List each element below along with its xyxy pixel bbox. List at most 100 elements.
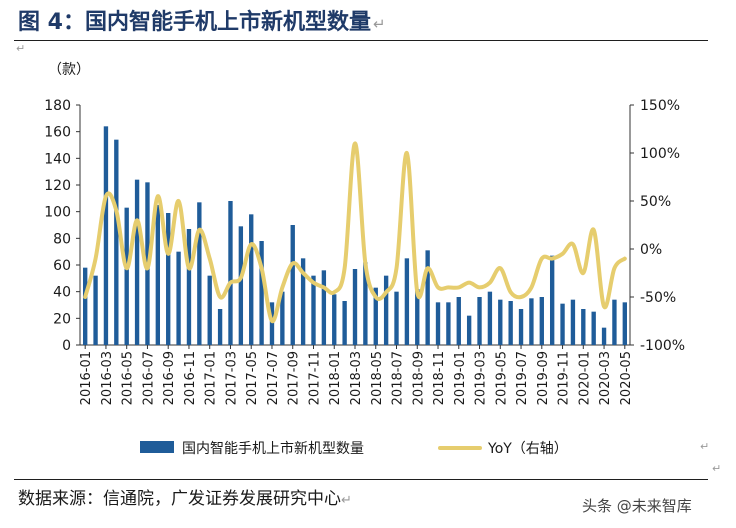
chart-legend: 国内智能手机上市新机型数量 YoY（右轴） bbox=[140, 440, 568, 457]
x-axis-tick-label: 2016-05 bbox=[121, 351, 136, 405]
bar bbox=[352, 269, 358, 345]
bar bbox=[269, 302, 275, 345]
paragraph-mark-icon: ↵ bbox=[341, 493, 352, 508]
bar bbox=[134, 179, 140, 345]
x-axis-tick-label: 2020-05 bbox=[619, 351, 634, 405]
x-axis-tick-label: 2016-03 bbox=[100, 351, 115, 405]
left-axis-tick-label: 100 bbox=[44, 205, 71, 221]
source-text: 数据来源：信通院，广发证券发展研究中心 bbox=[18, 489, 341, 509]
bar bbox=[549, 255, 555, 345]
x-axis-tick-label: 2016-09 bbox=[162, 351, 177, 405]
x-axis-tick-label: 2018-09 bbox=[411, 351, 426, 405]
bar bbox=[404, 258, 410, 345]
bar bbox=[415, 289, 420, 345]
bar bbox=[498, 299, 503, 345]
legend-bar-label: 国内智能手机上市新机型数量 bbox=[182, 440, 364, 457]
yoy-line bbox=[83, 141, 627, 324]
right-axis-tick-label: 0% bbox=[640, 242, 662, 258]
left-axis-tick-label: 120 bbox=[44, 178, 71, 194]
bar bbox=[290, 225, 295, 345]
x-axis-tick-label: 2018-01 bbox=[328, 351, 343, 405]
x-axis-tick-label: 2017-03 bbox=[224, 351, 239, 405]
left-axis-tick-label: 180 bbox=[44, 98, 71, 114]
x-axis-tick-label: 2017-11 bbox=[307, 351, 322, 405]
bar bbox=[435, 302, 441, 345]
bar bbox=[124, 207, 129, 345]
left-axis-tick-label: 40 bbox=[53, 285, 71, 301]
left-axis-tick-label: 20 bbox=[53, 311, 71, 327]
bar bbox=[228, 201, 233, 345]
left-axis-tick-label: 140 bbox=[44, 151, 71, 167]
right-axis-tick-label: -100% bbox=[640, 338, 685, 354]
left-axis-tick-label: 60 bbox=[53, 258, 71, 274]
x-axis-tick-label: 2020-01 bbox=[577, 351, 592, 405]
bar bbox=[394, 291, 399, 345]
bar bbox=[518, 309, 524, 345]
watermark: 头条 @未来智库 bbox=[582, 497, 692, 515]
bar bbox=[477, 297, 482, 345]
legend-line-label: YoY（右轴） bbox=[487, 441, 568, 457]
bar bbox=[622, 302, 627, 345]
bar bbox=[570, 299, 576, 345]
x-axis-tick-label: 2019-01 bbox=[453, 351, 468, 405]
x-axis-tick-label: 2019-07 bbox=[515, 351, 530, 405]
bar bbox=[487, 291, 493, 345]
x-axis-tick-label: 2019-05 bbox=[494, 351, 509, 405]
left-axis-tick-label: 80 bbox=[53, 231, 71, 247]
x-axis-tick-label: 2018-11 bbox=[432, 351, 447, 405]
bar bbox=[560, 303, 565, 345]
bar bbox=[103, 126, 109, 345]
right-axis-tick-label: -50% bbox=[640, 290, 676, 306]
left-axis-tick-label: 160 bbox=[44, 125, 71, 141]
bottom-rule bbox=[14, 479, 708, 480]
x-axis-tick-label: 2019-09 bbox=[536, 351, 551, 405]
bar bbox=[197, 202, 202, 345]
x-axis-tick-label: 2016-11 bbox=[183, 351, 198, 405]
bar bbox=[591, 311, 596, 345]
bar bbox=[529, 298, 534, 345]
bar bbox=[280, 291, 285, 345]
paragraph-mark-icon: ↵ bbox=[712, 462, 722, 475]
bar bbox=[259, 241, 264, 345]
x-axis-tick-label: 2018-03 bbox=[349, 351, 364, 405]
bar bbox=[114, 139, 119, 345]
left-axis-unit-label: （款） bbox=[48, 62, 90, 78]
bar bbox=[238, 226, 244, 345]
x-axis-tick-label: 2018-05 bbox=[370, 351, 385, 405]
bar bbox=[311, 275, 316, 345]
bar bbox=[539, 297, 544, 345]
x-axis-tick-label: 2019-11 bbox=[557, 351, 572, 405]
bar bbox=[155, 205, 161, 345]
right-axis-tick-label: 150% bbox=[640, 98, 680, 114]
x-axis-tick-label: 2017-09 bbox=[287, 351, 302, 405]
bar bbox=[581, 309, 586, 345]
bar bbox=[93, 275, 98, 345]
right-axis-tick-label: 50% bbox=[640, 194, 671, 210]
paragraph-mark-icon: ↵ bbox=[700, 440, 710, 453]
x-axis-tick-label: 2016-07 bbox=[141, 351, 156, 405]
chart-area: （款） 0 20 40 60 80 100 120 140 160 180 -100% -50% 0% 5… bbox=[44, 62, 685, 457]
figure-title-text: 图 4：国内智能手机上市新机型数量 bbox=[18, 10, 371, 35]
paragraph-mark-icon: ↵ bbox=[372, 15, 386, 33]
bar bbox=[601, 327, 607, 345]
bar bbox=[456, 297, 461, 345]
left-axis-tick-label: 0 bbox=[62, 338, 71, 354]
x-axis-tick-label: 2020-03 bbox=[598, 351, 613, 405]
bar bbox=[166, 213, 171, 345]
top-rule bbox=[14, 40, 708, 41]
bar bbox=[446, 302, 451, 345]
x-axis-tick-label: 2017-07 bbox=[266, 351, 281, 405]
x-axis-tick-label: 2016-01 bbox=[79, 351, 94, 405]
right-axis-tick-label: 100% bbox=[640, 146, 680, 162]
figure-title: 图 4：国内智能手机上市新机型数量 ↵ bbox=[18, 4, 386, 36]
bar bbox=[332, 294, 337, 345]
bar bbox=[425, 250, 430, 345]
bar bbox=[363, 262, 368, 345]
x-axis-tick-label: 2018-07 bbox=[391, 351, 406, 405]
bar bbox=[383, 275, 389, 345]
bar bbox=[466, 315, 472, 345]
bar bbox=[612, 299, 617, 345]
bar bbox=[508, 301, 513, 345]
paragraph-mark-icon: ↵ bbox=[16, 42, 26, 55]
bar bbox=[176, 251, 181, 345]
